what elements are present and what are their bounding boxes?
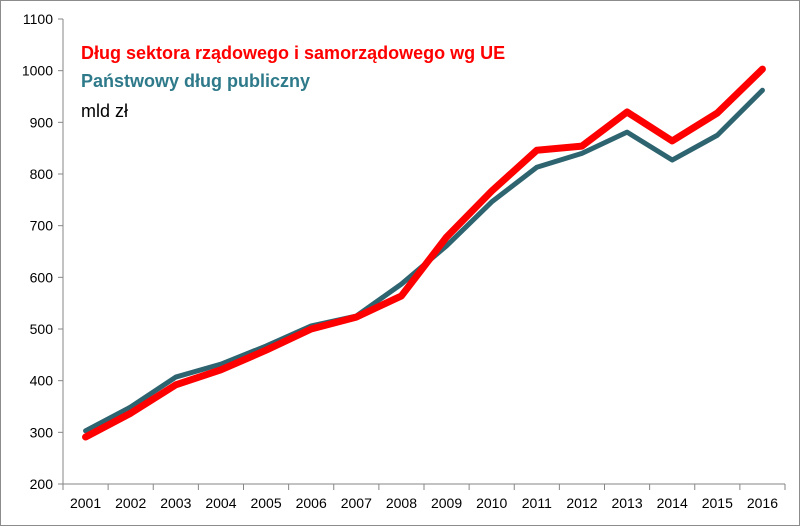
x-tick-label: 2004 — [205, 495, 236, 511]
y-tick-label: 600 — [30, 269, 54, 285]
x-tick-label: 2003 — [160, 495, 191, 511]
y-tick-label: 500 — [30, 321, 54, 337]
x-tick-label: 2011 — [522, 495, 552, 511]
y-tick-label: 300 — [30, 424, 54, 440]
y-tick-label: 900 — [30, 114, 54, 130]
x-tick-label: 2008 — [386, 495, 417, 511]
y-tick-label: 1000 — [22, 63, 53, 79]
x-tick-label: 2005 — [250, 495, 281, 511]
y-tick-label: 800 — [30, 166, 54, 182]
x-tick-label: 2010 — [476, 495, 507, 511]
x-tick-label: 2016 — [747, 495, 778, 511]
x-tick-label: 2014 — [657, 495, 688, 511]
y-tick-label: 400 — [30, 373, 54, 389]
x-tick-label: 2002 — [115, 495, 146, 511]
y-tick-label: 1100 — [23, 11, 53, 27]
x-tick-label: 2007 — [341, 495, 372, 511]
series-line-1 — [82, 65, 766, 441]
y-tick-label: 200 — [30, 476, 54, 492]
x-tick-label: 2001 — [70, 495, 101, 511]
y-tick-label: 700 — [30, 218, 54, 234]
x-tick-label: 2013 — [611, 495, 642, 511]
x-tick-label: 2012 — [566, 495, 597, 511]
x-tick-label: 2009 — [431, 495, 462, 511]
x-tick-label: 2006 — [296, 495, 327, 511]
x-tick-label: 2015 — [702, 495, 733, 511]
legend-series-2: Państwowy dług publiczny — [81, 71, 311, 91]
legend-series-1: Dług sektora rządowego i samorządowego w… — [81, 43, 506, 63]
unit-label: mld zł — [81, 101, 129, 121]
